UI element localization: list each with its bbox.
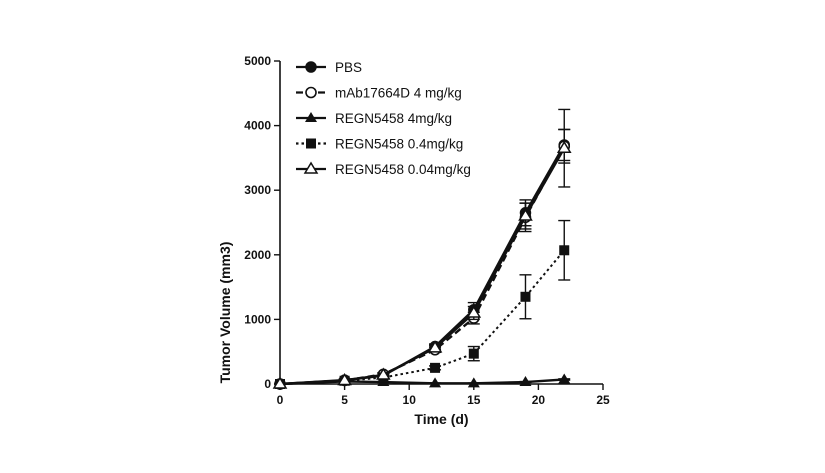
data-point: [272, 376, 288, 389]
legend: PBS mAb17664D 4 mg/kg REGN5458 4mg/kg REGN5…: [296, 60, 471, 177]
series-4: [272, 108, 572, 389]
legend-marker: [305, 61, 317, 73]
legend-marker: [306, 138, 316, 149]
x-axis-ticks: 0 5 10 15 20 25: [277, 384, 610, 407]
x-axis-title: Time (d): [414, 411, 468, 427]
legend-label: REGN5458 0.4mg/kg: [335, 137, 463, 152]
y-axis-ticks: 0 1000 2000 3000 4000 5000: [244, 54, 280, 391]
data-point: [558, 373, 571, 384]
legend-item: PBS: [296, 60, 362, 75]
data-point: [520, 291, 531, 302]
data-point: [556, 140, 572, 153]
y-tick-label: 4000: [244, 119, 271, 133]
x-tick-label: 25: [596, 393, 610, 407]
data-point: [376, 367, 391, 380]
data-point: [427, 340, 443, 353]
y-tick-label: 2000: [244, 248, 271, 262]
legend-marker: [303, 161, 319, 174]
x-tick-label: 15: [467, 393, 481, 407]
legend-label: PBS: [335, 60, 362, 75]
series-line: [279, 145, 566, 386]
legend-label: mAb17664D 4 mg/kg: [335, 86, 462, 101]
y-axis-title: Tumor Volume (mm3): [217, 242, 233, 384]
legend-item: REGN5458 0.04mg/kg: [296, 161, 471, 177]
series-line: [279, 147, 566, 386]
y-tick-label: 1000: [244, 312, 271, 326]
legend-item: REGN5458 4mg/kg: [296, 111, 452, 126]
data-point: [559, 245, 570, 256]
legend-item: REGN5458 0.4mg/kg: [296, 137, 463, 152]
legend-label: REGN5458 4mg/kg: [335, 111, 452, 126]
series-line: [279, 249, 566, 385]
x-tick-label: 20: [532, 393, 546, 407]
legend-label: REGN5458 0.04mg/kg: [335, 162, 471, 177]
series-3: [275, 219, 571, 389]
x-tick-label: 0: [277, 393, 284, 407]
axes: 0 5 10 15 20 25 0 1000 2000 3000 4000 5000 Time (d…: [217, 54, 610, 427]
data-point: [468, 348, 479, 359]
series-line: [279, 144, 566, 386]
data-point: [519, 376, 532, 387]
data-point: [429, 377, 442, 388]
series-layer: [272, 108, 572, 390]
legend-marker: [305, 112, 317, 122]
x-tick-label: 5: [341, 393, 348, 407]
legend-marker: [305, 86, 317, 99]
data-point: [467, 377, 480, 388]
y-tick-label: 5000: [244, 54, 271, 68]
data-point: [337, 372, 352, 386]
y-tick-label: 3000: [244, 183, 271, 197]
y-tick-label: 0: [264, 377, 271, 391]
data-point: [518, 208, 533, 221]
legend-item: mAb17664D 4 mg/kg: [296, 86, 462, 101]
data-point: [430, 362, 441, 373]
x-tick-label: 10: [403, 393, 417, 407]
data-point: [466, 305, 482, 318]
